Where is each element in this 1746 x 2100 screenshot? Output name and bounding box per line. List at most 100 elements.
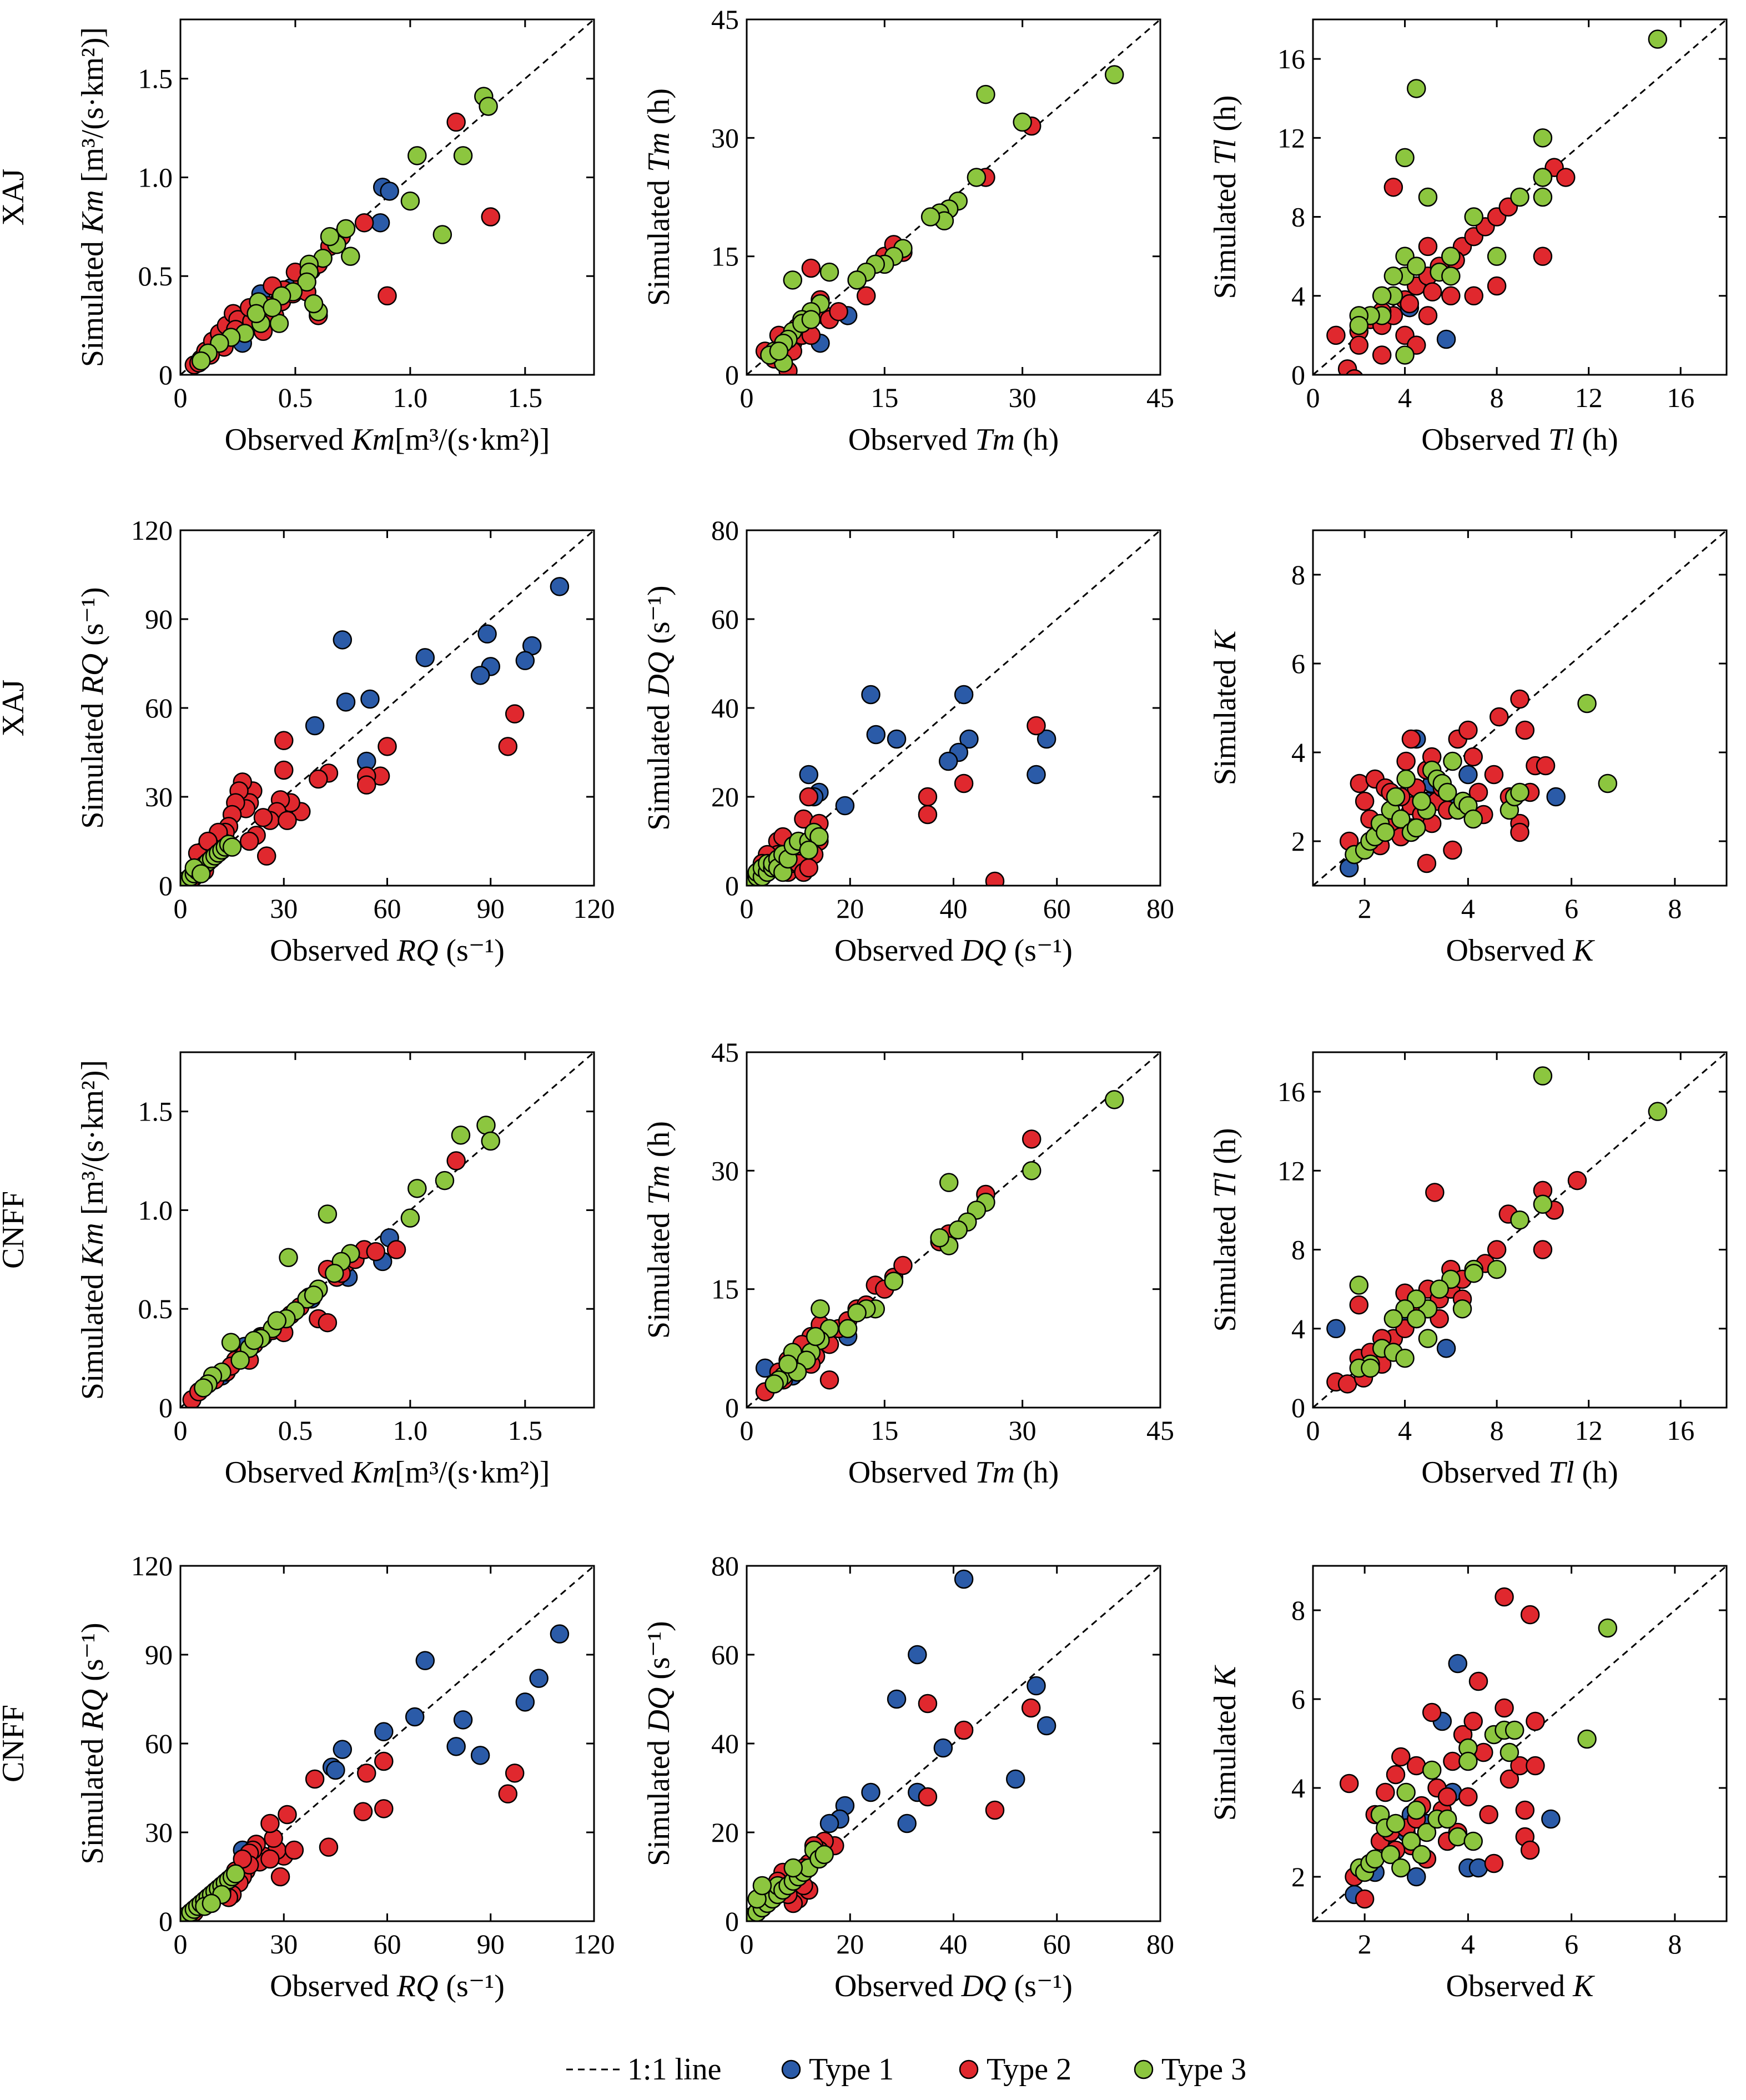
y-tick-label: 45 (711, 1037, 739, 1068)
x-tick-label: 0 (740, 893, 754, 924)
point-type-2 (1422, 282, 1442, 302)
x-axis-title: Observed K (1446, 1969, 1596, 2003)
point-type-3 (1463, 809, 1483, 829)
y-axis-title: Simulated Tm (h) (642, 88, 676, 306)
point-type-2 (1437, 1787, 1457, 1807)
point-type-3 (407, 1179, 427, 1198)
point-type-1 (326, 1760, 345, 1780)
point-type-2 (374, 1751, 394, 1771)
point-type-1 (333, 630, 353, 650)
y-tick-label: 20 (711, 781, 739, 812)
x-tick-label: 4 (1398, 1415, 1412, 1446)
point-type-1 (446, 1737, 466, 1756)
x-axis-title: Observed RQ (s⁻¹) (270, 933, 505, 968)
point-type-2 (1567, 1170, 1587, 1190)
y-tick-label: 1.5 (138, 63, 173, 94)
point-type-1 (1448, 1654, 1467, 1674)
point-type-3 (1510, 782, 1529, 802)
point-type-2 (1464, 286, 1483, 306)
point-type-3 (1386, 787, 1406, 807)
point-type-2 (505, 704, 525, 724)
x-tick-label: 40 (940, 1928, 968, 1960)
point-type-1 (1407, 1867, 1426, 1887)
x-tick-label: 0 (740, 1928, 754, 1960)
x-tick-label: 12 (1575, 1415, 1603, 1446)
legend: 1:1 line Type 1 Type 2 Type 3 (566, 2052, 1246, 2087)
point-type-3 (847, 270, 867, 290)
x-tick-label: 0 (1306, 1415, 1320, 1446)
y-tick-label: 4 (1291, 1772, 1305, 1803)
point-type-3 (1464, 1263, 1483, 1283)
one-to-one-line (747, 1566, 1160, 1921)
point-type-2 (1510, 822, 1529, 842)
point-type-2 (366, 1242, 386, 1262)
point-type-1 (336, 692, 356, 712)
y-axis-title: Simulated DQ (s⁻¹) (642, 1621, 676, 1866)
y-tick-label: 0 (159, 870, 173, 901)
scatter-panel-r4-c3: 2 4 6 8 2 4 6 8 Observed K Simulated K (1208, 1565, 1728, 2003)
one-to-one-line (1313, 1052, 1727, 1408)
y-tick-label: 90 (145, 1639, 173, 1670)
point-type-1 (1541, 1809, 1561, 1829)
row-label: CNFF (0, 1705, 31, 1782)
point-type-2 (374, 1799, 394, 1818)
x-tick-label: 120 (573, 1928, 615, 1960)
point-type-2 (918, 1694, 938, 1714)
point-type-3 (1443, 751, 1462, 771)
point-type-2 (239, 831, 259, 851)
y-tick-label: 30 (145, 1817, 173, 1848)
point-type-3 (783, 270, 803, 290)
point-type-2 (1022, 1129, 1041, 1149)
one-to-one-line (1313, 1566, 1727, 1921)
point-type-3 (192, 351, 211, 371)
point-type-3 (884, 1272, 904, 1291)
point-type-3 (194, 1378, 213, 1398)
point-type-1 (954, 1569, 974, 1589)
point-type-3 (1422, 1760, 1442, 1780)
point-type-3 (1407, 1309, 1426, 1329)
point-type-3 (1648, 29, 1668, 49)
point-type-1 (1546, 787, 1566, 807)
x-tick-label: 0 (1306, 382, 1320, 413)
point-type-3 (318, 1204, 338, 1224)
point-type-2 (1463, 1711, 1483, 1731)
scatter-panel-r1-c2: 0 15 30 45 0 15 30 45 Observed Tm (h) Simulated T… (642, 4, 1174, 457)
point-type-3 (325, 1263, 344, 1283)
point-type-2 (1345, 369, 1363, 375)
y-axis-title: Simulated K (1208, 1665, 1242, 1821)
y-tick-label: 15 (711, 1274, 739, 1305)
y-tick-label: 40 (711, 1728, 739, 1759)
y-axis-title: Simulated Tl (h) (1208, 1128, 1242, 1332)
point-type-1 (550, 577, 570, 596)
y-tick-label: 40 (711, 692, 739, 724)
one-to-one-line (180, 1566, 594, 1921)
y-tick-label: 1.0 (138, 1194, 173, 1225)
plot-frame (179, 1051, 595, 1409)
y-tick-label: 4 (1291, 1313, 1305, 1344)
scatter-panel-r4-c2: 0 20 40 60 80 0 20 40 60 80 Observed DQ (s⁻¹) Simul… (642, 1550, 1174, 2003)
point-type-2 (1401, 729, 1421, 749)
point-type-2 (1418, 306, 1438, 325)
point-type-2 (1458, 1787, 1478, 1807)
point-type-2 (1487, 276, 1507, 296)
row-label: XAJ (0, 169, 31, 226)
y-tick-label: 80 (711, 515, 739, 546)
y-tick-label: 0 (1291, 1392, 1305, 1423)
point-type-2 (856, 286, 876, 306)
point-type-2 (893, 1255, 913, 1275)
point-type-2 (319, 1837, 339, 1857)
x-tick-label: 60 (1043, 1928, 1071, 1960)
point-type-1 (415, 1651, 435, 1670)
y-tick-label: 0 (159, 359, 173, 390)
point-type-2 (1500, 1769, 1519, 1789)
y-tick-label: 90 (145, 604, 173, 635)
x-tick-label: 30 (270, 893, 298, 924)
x-tick-label: 120 (573, 893, 615, 924)
point-type-1 (305, 716, 325, 736)
y-axis-title: Simulated Tm (h) (642, 1121, 676, 1339)
point-type-2 (378, 286, 397, 306)
point-type-3 (764, 1374, 784, 1394)
point-type-2 (1484, 1853, 1504, 1873)
y-tick-label: 2 (1291, 826, 1305, 857)
